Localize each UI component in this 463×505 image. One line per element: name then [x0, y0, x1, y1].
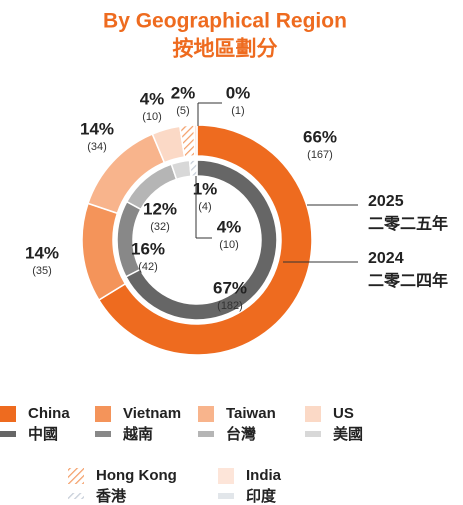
percent-label: 16%	[131, 239, 165, 258]
value-label: (1)	[231, 105, 244, 117]
legend-label-zh: 台灣	[226, 425, 256, 443]
legend-swatch	[0, 406, 16, 422]
donut-slice	[124, 159, 278, 321]
legend-label-zh: 越南	[122, 425, 153, 443]
legend-swatch	[68, 468, 84, 484]
percent-label: 4%	[217, 217, 242, 236]
value-label: (42)	[138, 261, 158, 273]
legend-swatch	[0, 431, 16, 437]
legend-label: China	[28, 405, 70, 422]
legend-swatch	[95, 406, 111, 422]
legend-swatch	[305, 406, 321, 422]
value-label: (4)	[198, 201, 211, 213]
percent-label: 4%	[140, 89, 165, 108]
percent-label: 14%	[25, 243, 59, 262]
value-label: (34)	[87, 141, 107, 153]
ring-label-zh: 二零二四年	[368, 271, 448, 290]
value-label: (35)	[32, 265, 52, 277]
donut-slice	[193, 124, 198, 157]
percent-label: 66%	[303, 127, 337, 146]
value-label: (182)	[217, 300, 243, 312]
percent-label: 12%	[143, 199, 177, 218]
legend-swatch	[198, 431, 214, 437]
donut-slice	[97, 124, 313, 356]
ring-label: 2024	[368, 250, 404, 267]
legend-label: US	[333, 405, 354, 422]
percent-label: 67%	[213, 278, 247, 297]
legend-swatch	[68, 493, 84, 499]
legend-label: Hong Kong	[96, 467, 177, 484]
legend-label: Vietnam	[123, 405, 181, 422]
percent-label: 14%	[80, 119, 114, 138]
donut-slice	[188, 159, 198, 178]
legend-swatch	[305, 431, 321, 437]
legend-swatch	[218, 493, 234, 499]
legend-swatch	[218, 468, 234, 484]
ring-label-zh: 二零二五年	[368, 214, 448, 233]
legend-label: Taiwan	[226, 405, 276, 422]
value-label: (10)	[219, 239, 239, 251]
legend-label-zh: 香港	[96, 487, 127, 505]
percent-label: 1%	[193, 179, 218, 198]
ring-label: 2025	[368, 193, 404, 210]
percent-label: 0%	[226, 83, 251, 102]
value-label: (32)	[150, 221, 170, 233]
legend-label: India	[246, 467, 282, 484]
legend-swatch	[198, 406, 214, 422]
legend-label-zh: 印度	[246, 487, 277, 505]
chart-title-zh: 按地區劃分	[173, 37, 278, 61]
percent-label: 2%	[171, 83, 196, 102]
legend-label-zh: 美國	[333, 425, 363, 443]
value-label: (167)	[307, 149, 333, 161]
legend-swatch	[95, 431, 111, 437]
chart-title: By Geographical Region	[103, 10, 347, 33]
legend-label-zh: 中國	[28, 425, 58, 443]
value-label: (5)	[176, 105, 189, 117]
value-label: (10)	[142, 111, 162, 123]
